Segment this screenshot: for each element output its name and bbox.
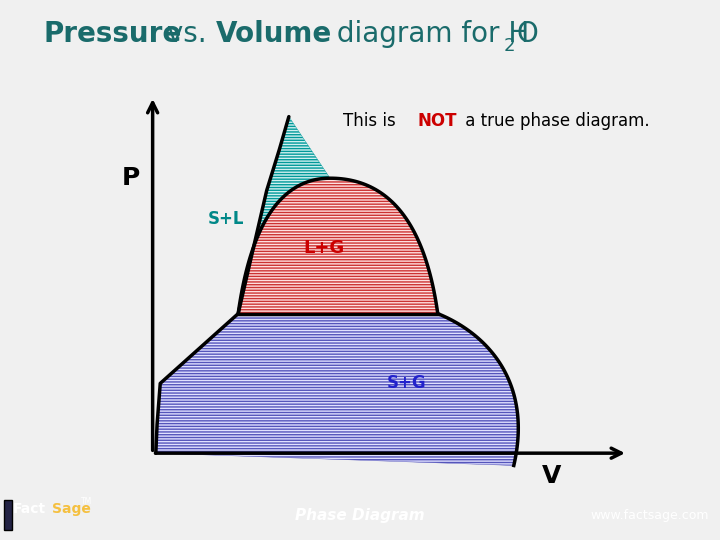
Text: O: O (517, 21, 539, 49)
Text: Phase Diagram: Phase Diagram (295, 508, 425, 523)
Text: S+G: S+G (386, 374, 426, 393)
Polygon shape (156, 314, 518, 465)
Text: diagram for H: diagram for H (328, 21, 529, 49)
Text: S+L: S+L (207, 210, 244, 228)
Text: Fact: Fact (13, 502, 46, 516)
Text: NOT: NOT (418, 112, 457, 130)
Text: L+G: L+G (303, 239, 344, 257)
Text: 2: 2 (504, 37, 516, 55)
Text: Volume: Volume (216, 21, 332, 49)
Text: This is: This is (343, 112, 401, 130)
Polygon shape (238, 117, 330, 314)
FancyBboxPatch shape (4, 500, 12, 530)
Text: TM: TM (81, 497, 92, 506)
Text: Sage: Sage (52, 502, 91, 516)
Text: vs.: vs. (158, 21, 216, 49)
Polygon shape (238, 178, 438, 314)
Text: P: P (122, 166, 140, 190)
Text: a true phase diagram.: a true phase diagram. (460, 112, 649, 130)
Text: Pressure: Pressure (43, 21, 181, 49)
Text: www.factsage.com: www.factsage.com (590, 509, 709, 522)
Text: V: V (542, 464, 562, 488)
